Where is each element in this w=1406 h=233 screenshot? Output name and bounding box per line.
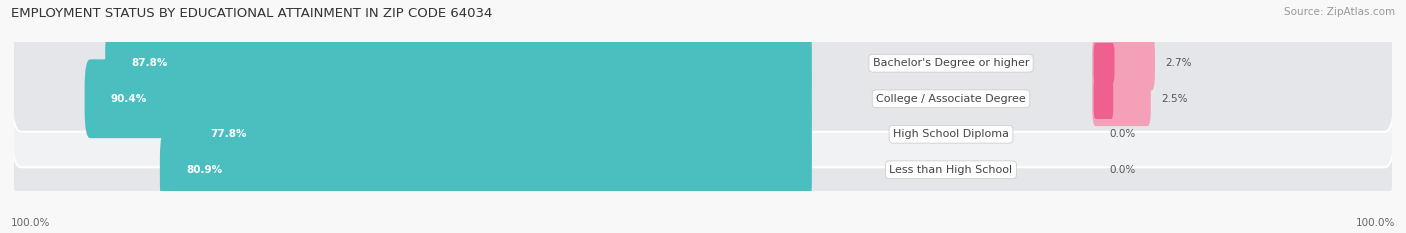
- FancyBboxPatch shape: [1094, 43, 1115, 83]
- Text: College / Associate Degree: College / Associate Degree: [876, 94, 1026, 104]
- Text: 77.8%: 77.8%: [211, 129, 247, 139]
- FancyBboxPatch shape: [11, 101, 1395, 233]
- FancyBboxPatch shape: [11, 0, 1395, 132]
- Text: Bachelor's Degree or higher: Bachelor's Degree or higher: [873, 58, 1029, 68]
- Text: Less than High School: Less than High School: [890, 165, 1012, 175]
- Text: EMPLOYMENT STATUS BY EDUCATIONAL ATTAINMENT IN ZIP CODE 64034: EMPLOYMENT STATUS BY EDUCATIONAL ATTAINM…: [11, 7, 492, 20]
- FancyBboxPatch shape: [1094, 79, 1114, 119]
- FancyBboxPatch shape: [1092, 71, 1152, 126]
- FancyBboxPatch shape: [1092, 36, 1154, 91]
- FancyBboxPatch shape: [105, 24, 811, 103]
- FancyBboxPatch shape: [184, 95, 811, 174]
- Text: 2.7%: 2.7%: [1166, 58, 1192, 68]
- Text: 87.8%: 87.8%: [131, 58, 167, 68]
- Text: 100.0%: 100.0%: [11, 218, 51, 228]
- Text: 100.0%: 100.0%: [1355, 218, 1395, 228]
- FancyBboxPatch shape: [11, 66, 1395, 203]
- Text: Source: ZipAtlas.com: Source: ZipAtlas.com: [1284, 7, 1395, 17]
- Text: 0.0%: 0.0%: [1109, 165, 1136, 175]
- Text: High School Diploma: High School Diploma: [893, 129, 1010, 139]
- Text: 80.9%: 80.9%: [186, 165, 222, 175]
- Text: 2.5%: 2.5%: [1161, 94, 1188, 104]
- FancyBboxPatch shape: [11, 30, 1395, 167]
- Text: 90.4%: 90.4%: [111, 94, 148, 104]
- FancyBboxPatch shape: [160, 130, 811, 209]
- FancyBboxPatch shape: [84, 59, 811, 138]
- Text: 0.0%: 0.0%: [1109, 129, 1136, 139]
